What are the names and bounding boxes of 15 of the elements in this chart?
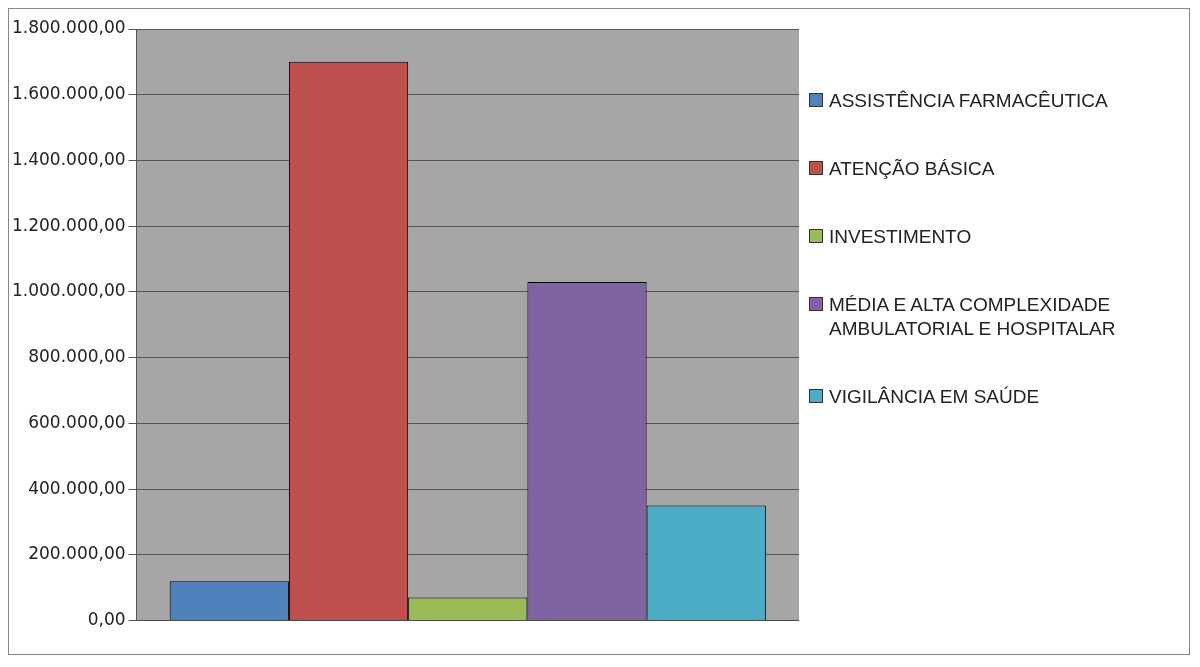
y-tick-label: 0,00 [87, 609, 126, 630]
y-tick-label: 200.000,00 [28, 543, 126, 564]
legend-label: ASSISTÊNCIA FARMACÊUTICA [829, 89, 1108, 113]
y-tick-label: 400.000,00 [28, 477, 126, 498]
y-tick-label: 600.000,00 [28, 411, 126, 432]
legend-label: ATENÇÃO BÁSICA [829, 157, 995, 181]
y-tick-label: 1.200.000,00 [11, 214, 126, 235]
legend-label: INVESTIMENTO [829, 225, 972, 249]
y-tick-label: 1.800.000,00 [11, 17, 126, 38]
y-tick-label: 1.000.000,00 [11, 280, 126, 301]
y-tick-label: 1.400.000,00 [11, 148, 126, 169]
y-tick-label: 1.600.000,00 [11, 83, 126, 104]
legend-label: MÉDIA E ALTA COMPLEXIDADE AMBULATORIAL E HOSPITALAR [829, 293, 1117, 341]
legend-label: VIGILÂNCIA EM SAÚDE [829, 385, 1040, 409]
y-tick-label: 800.000,00 [28, 346, 126, 367]
